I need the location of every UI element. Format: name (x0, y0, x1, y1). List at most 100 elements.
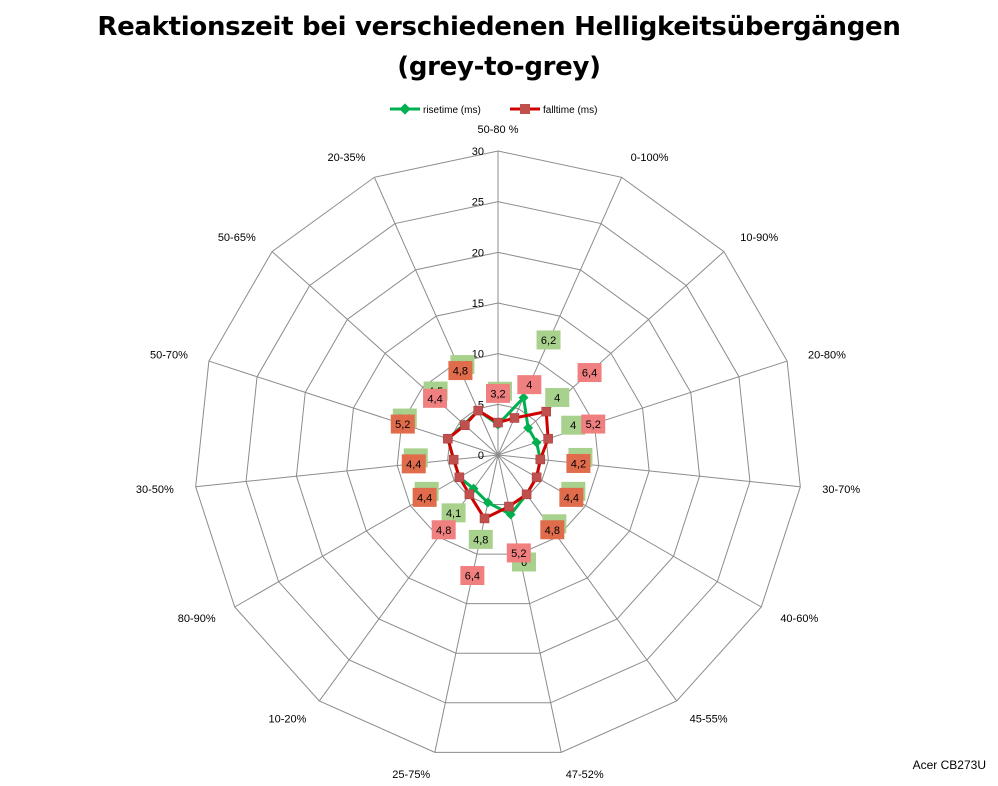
category-label: 30-50% (136, 484, 174, 496)
grid-ring (447, 403, 549, 506)
category-label: 20-80% (808, 349, 846, 361)
svg-text:6: 6 (521, 557, 527, 569)
falltime-point (541, 406, 551, 417)
legend-label-falltime: falltime (ms) (543, 105, 597, 116)
series-line-falltime (446, 409, 550, 520)
grid-spoke (497, 251, 725, 456)
grid-spoke (497, 360, 788, 456)
falltime-point (531, 472, 542, 483)
svg-text:4,2: 4,2 (571, 458, 586, 470)
falltime-data-label: 6,4 (460, 566, 485, 586)
category-label: 50-70% (150, 349, 188, 361)
svg-text:4,4: 4,4 (406, 459, 421, 471)
risetime-point (505, 509, 516, 520)
grid-spoke (234, 454, 499, 608)
category-label: 10-90% (740, 232, 778, 244)
svg-text:4: 4 (570, 420, 576, 432)
risetime-point (482, 497, 493, 508)
credit-text: Acer CB273U (912, 758, 986, 772)
falltime-data-label: 4,4 (559, 487, 584, 507)
falltime-data-label: 4,4 (423, 388, 448, 408)
svg-text:5,2: 5,2 (586, 419, 601, 431)
falltime-data-label: 4,4 (401, 454, 426, 474)
category-label: 25-75% (392, 769, 430, 781)
grid-ring (245, 201, 751, 704)
svg-text:4,8: 4,8 (453, 366, 468, 378)
falltime-point (521, 489, 532, 500)
falltime-data-label: 4,8 (431, 520, 456, 540)
category-label: 50-65% (218, 232, 256, 244)
data-labels-layer: 36,2444,24,44,864,84,14,44,45,24,54,83,2… (390, 330, 606, 586)
falltime-point (443, 433, 453, 444)
svg-text:4,1: 4,1 (446, 508, 461, 520)
falltime-point (464, 489, 475, 500)
falltime-point (448, 454, 459, 465)
risetime-point (531, 437, 542, 448)
grid-ring (346, 302, 650, 605)
falltime-data-label: 6,4 (577, 363, 602, 383)
grid-spoke (497, 177, 623, 456)
falltime-data-label: 4,8 (448, 361, 473, 381)
falltime-point (543, 433, 553, 444)
grid-ring (195, 150, 801, 753)
grid-ring (295, 251, 701, 654)
category-label: 80-90% (178, 613, 216, 625)
svg-text:6,2: 6,2 (541, 335, 556, 347)
svg-text:4,4: 4,4 (427, 393, 442, 405)
tick-label: 25 (472, 197, 484, 209)
falltime-point (535, 454, 546, 465)
legend-item-risetime: risetime (ms) (390, 103, 481, 116)
category-label: 40-60% (780, 613, 818, 625)
svg-text:5,2: 5,2 (511, 548, 526, 560)
tick-label: 15 (472, 298, 484, 310)
legend: risetime (ms) falltime (ms) (390, 103, 597, 116)
svg-text:4: 4 (526, 380, 532, 392)
chart-title: Reaktionszeit bei verschiedenen Helligke… (97, 12, 901, 42)
grid-spoke (497, 454, 801, 488)
falltime-point (479, 513, 490, 524)
category-label: 0-100% (631, 152, 669, 164)
svg-text:5,2: 5,2 (395, 419, 410, 431)
falltime-point (493, 417, 503, 428)
category-labels: 50-80 % 0-100% 10-90% 20-80% 30-70% 40-60% 45-… (136, 124, 860, 781)
risetime-point (518, 392, 529, 403)
category-label: 47-52% (566, 769, 604, 781)
tick-label: 20 (472, 247, 484, 259)
tick-label: 0 (478, 450, 484, 462)
falltime-point (460, 420, 470, 430)
falltime-point (504, 501, 514, 512)
tick-label: 5 (478, 399, 484, 411)
grid-ring (396, 353, 600, 555)
category-label: 10-20% (268, 714, 306, 726)
svg-text:6,4: 6,4 (582, 368, 597, 380)
category-label: 20-35% (327, 152, 365, 164)
falltime-data-label: 5,2 (581, 414, 606, 434)
risetime-data-label: 4 (545, 387, 570, 407)
falltime-data-label: 4,4 (412, 487, 437, 507)
falltime-data-label: 4 (517, 375, 542, 395)
risetime-data-label: 6,2 (536, 330, 561, 350)
svg-text:4,4: 4,4 (417, 492, 432, 504)
tick-label: 30 (472, 146, 484, 158)
falltime-data-label: 3,2 (486, 383, 510, 403)
falltime-data-label: 4,2 (566, 453, 591, 473)
svg-text:4,8: 4,8 (436, 525, 451, 537)
falltime-data-label: 5,2 (390, 414, 415, 434)
category-label: 45-55% (690, 714, 728, 726)
svg-text:4: 4 (554, 392, 560, 404)
chart-subtitle: (grey-to-grey) (397, 52, 601, 82)
radial-axis-ticks: 0 5 10 15 20 25 30 (472, 146, 484, 462)
risetime-data-label: 4 (561, 415, 586, 435)
svg-text:4,8: 4,8 (473, 534, 488, 546)
falltime-point (454, 472, 465, 483)
falltime-data-label: 4,8 (540, 520, 565, 540)
svg-text:6,4: 6,4 (465, 571, 480, 583)
risetime-data-label: 4,1 (441, 503, 466, 523)
category-label: 50-80 % (478, 124, 519, 136)
tick-label: 10 (472, 349, 484, 361)
risetime-point (523, 422, 534, 433)
falltime-point (509, 413, 520, 423)
category-label: 30-70% (822, 484, 860, 496)
series-layer (442, 392, 553, 524)
svg-text:3,2: 3,2 (490, 388, 505, 400)
